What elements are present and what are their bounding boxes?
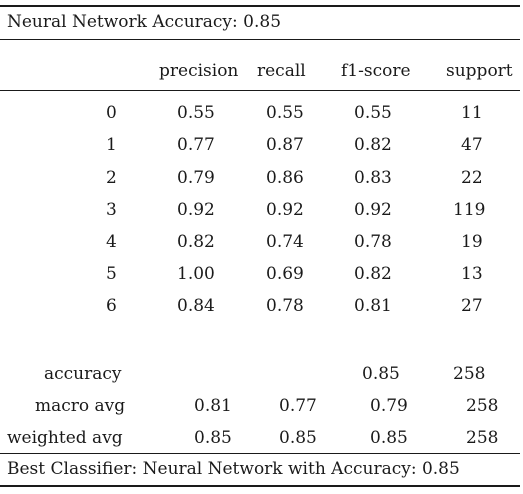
- recall-value: 0.78: [266, 296, 304, 316]
- f1-value: 0.81: [354, 296, 392, 316]
- footer-rule: [0, 453, 520, 454]
- support-value: 258: [466, 428, 499, 448]
- recall-value: 0.77: [279, 396, 317, 416]
- f1-value: 0.78: [354, 232, 392, 252]
- recall-value: 0.86: [266, 168, 304, 188]
- f1-value: 0.82: [354, 135, 392, 155]
- row-label: accuracy: [44, 364, 122, 384]
- precision-value: 0.77: [177, 135, 215, 155]
- recall-value: 0.85: [279, 428, 317, 448]
- precision-value: 0.81: [194, 396, 232, 416]
- recall-value: 0.87: [266, 135, 304, 155]
- header-precision: precision: [159, 61, 239, 81]
- best-classifier-note: Best Classifier: Neural Network with Acc…: [7, 459, 460, 479]
- precision-value: 0.92: [177, 200, 215, 220]
- table-title: Neural Network Accuracy: 0.85: [7, 12, 282, 32]
- row-label: weighted avg: [7, 428, 123, 448]
- recall-value: 0.69: [266, 264, 304, 284]
- row-label: 4: [106, 232, 117, 252]
- bottom-rule: [0, 485, 520, 487]
- precision-value: 0.55: [177, 103, 215, 123]
- precision-value: 0.82: [177, 232, 215, 252]
- precision-value: 0.79: [177, 168, 215, 188]
- f1-value: 0.85: [370, 428, 408, 448]
- row-label: macro avg: [35, 396, 126, 416]
- support-value: 258: [466, 396, 499, 416]
- f1-value: 0.79: [370, 396, 408, 416]
- support-value: 19: [461, 232, 483, 252]
- f1-value: 0.92: [354, 200, 392, 220]
- row-label: 5: [106, 264, 117, 284]
- recall-value: 0.74: [266, 232, 304, 252]
- header-support: support: [446, 61, 513, 81]
- support-value: 22: [461, 168, 483, 188]
- precision-value: 0.85: [194, 428, 232, 448]
- title-rule: [0, 39, 520, 40]
- row-label: 1: [106, 135, 117, 155]
- support-value: 13: [461, 264, 483, 284]
- row-label: 6: [106, 296, 117, 316]
- support-value: 27: [461, 296, 483, 316]
- precision-value: 0.84: [177, 296, 215, 316]
- f1-value: 0.85: [362, 364, 400, 384]
- support-value: 119: [453, 200, 486, 220]
- f1-value: 0.55: [354, 103, 392, 123]
- recall-value: 0.55: [266, 103, 304, 123]
- top-rule: [0, 5, 520, 7]
- support-value: 11: [461, 103, 483, 123]
- row-label: 0: [106, 103, 117, 123]
- header-rule: [0, 90, 520, 91]
- header-f1-score: f1-score: [341, 61, 411, 81]
- f1-value: 0.82: [354, 264, 392, 284]
- row-label: 3: [106, 200, 117, 220]
- header-recall: recall: [257, 61, 306, 81]
- support-value: 258: [453, 364, 486, 384]
- f1-value: 0.83: [354, 168, 392, 188]
- precision-value: 1.00: [177, 264, 215, 284]
- support-value: 47: [461, 135, 483, 155]
- row-label: 2: [106, 168, 117, 188]
- recall-value: 0.92: [266, 200, 304, 220]
